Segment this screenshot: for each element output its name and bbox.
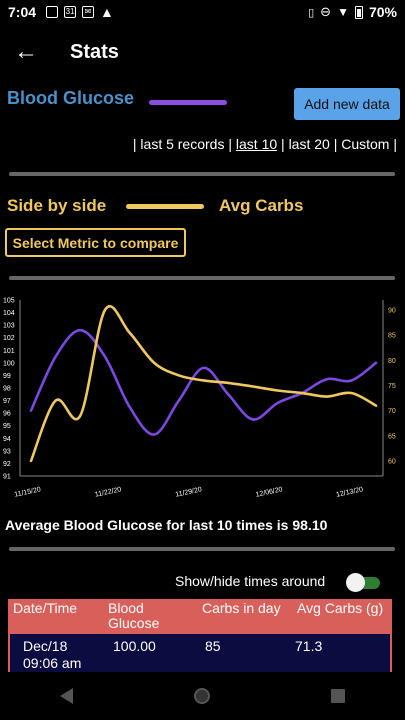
status-bar: 7:04 31 ✉ ▲ ▯ ⊖ ▼ 70%: [0, 0, 405, 24]
table-row[interactable]: Dec/18 09:06 am 100.00 85 71.3: [8, 634, 392, 675]
records-table: Date/Time Blood Glucose Carbs in day Avg…: [8, 599, 392, 675]
right-tick-label: 70: [388, 408, 396, 415]
left-tick-label: 101: [3, 348, 15, 355]
left-tick-label: 102: [3, 335, 15, 342]
header-blood-glucose: Blood Glucose: [108, 600, 160, 631]
header-date-time: Date/Time: [13, 600, 78, 616]
calendar-icon: 31: [64, 6, 77, 18]
divider: [9, 172, 395, 176]
system-nav-bar: [0, 672, 405, 720]
left-tick-label: 97: [3, 398, 11, 405]
right-tick-label: 80: [388, 358, 396, 365]
range-last-20[interactable]: last 20: [288, 136, 330, 152]
range-last-5[interactable]: last 5 records: [140, 136, 225, 152]
range-custom[interactable]: Custom: [341, 136, 390, 152]
cell-date-time: Dec/18 09:06 am: [23, 638, 82, 671]
table-header: Date/Time Blood Glucose Carbs in day Avg…: [8, 599, 392, 634]
battery-percent: 70%: [368, 4, 397, 20]
status-time: 7:04: [8, 4, 37, 20]
toggle-label: Show/hide times around: [175, 573, 326, 589]
x-tick-label: 12/13/20: [336, 486, 364, 499]
right-tick-label: 85: [388, 333, 396, 340]
x-tick-label: 11/22/20: [94, 486, 122, 498]
left-tick-label: 103: [3, 323, 15, 330]
arrow-left-icon[interactable]: ←: [14, 38, 38, 65]
right-tick-label: 65: [388, 433, 396, 440]
vibrate-icon: ▯: [308, 6, 315, 19]
left-tick-label: 92: [3, 461, 11, 468]
left-tick-label: 94: [3, 436, 11, 443]
app-bar: ← Stats: [0, 24, 405, 80]
compare-color-swatch: [126, 204, 204, 209]
x-tick-label: 11/15/20: [14, 486, 42, 498]
compare-row: Side by side Avg Carbs: [0, 196, 405, 220]
cell-blood-glucose: 100.00: [113, 638, 156, 654]
add-new-data-button[interactable]: Add new data: [294, 88, 400, 120]
toggle-row: Show/hide times around: [0, 570, 405, 594]
status-right: ▯ ⊖ ▼ 70%: [308, 4, 397, 20]
compare-label: Side by side: [7, 196, 107, 215]
right-tick-label: 75: [388, 383, 396, 390]
metric-color-swatch: [149, 100, 227, 105]
range-selector: | last 5 records | last 10 | last 20 | C…: [132, 136, 397, 152]
cell-carbs-in-day: 85: [205, 638, 221, 654]
left-tick-label: 96: [3, 411, 11, 418]
metric-name: Blood Glucose: [7, 88, 135, 108]
image-icon: [46, 6, 59, 18]
nav-back-icon[interactable]: [60, 688, 74, 704]
nav-home-icon[interactable]: [193, 688, 210, 704]
show-times-toggle[interactable]: [346, 572, 380, 592]
left-tick-label: 104: [3, 310, 15, 317]
nav-recents-icon[interactable]: [330, 689, 345, 703]
dnd-icon: ⊖: [320, 4, 332, 19]
x-tick-label: 12/06/20: [255, 486, 283, 499]
right-tick-label: 90: [388, 308, 396, 315]
divider: [9, 547, 395, 551]
metric-row: Blood Glucose Add new data: [0, 84, 405, 124]
left-tick-label: 91: [3, 474, 11, 481]
left-tick-label: 99: [3, 373, 11, 380]
wifi-icon: ▼: [337, 5, 349, 19]
select-metric-button[interactable]: Select Metric to compare: [5, 228, 186, 257]
right-tick-label: 60: [388, 458, 396, 465]
left-tick-label: 105: [3, 298, 15, 305]
warning-icon: ▲: [100, 4, 114, 20]
left-tick-label: 95: [3, 423, 11, 430]
cell-avg-carbs: 71.3: [295, 638, 323, 654]
range-last-10[interactable]: last 10: [235, 136, 278, 152]
compare-metric-name: Avg Carbs: [219, 196, 304, 215]
battery-icon: [354, 5, 363, 19]
page-title: Stats: [70, 40, 119, 63]
left-tick-label: 100: [3, 360, 15, 367]
series-line-left: [29, 328, 378, 436]
left-tick-label: 93: [3, 448, 11, 455]
average-summary: Average Blood Glucose for last 10 times …: [5, 517, 328, 533]
series-line-right: [29, 305, 378, 463]
mail-icon: ✉: [82, 6, 95, 18]
header-avg-carbs: Avg Carbs (g): [297, 600, 384, 616]
left-tick-label: 98: [3, 386, 11, 393]
header-carbs-in-day: Carbs in day: [202, 600, 281, 616]
comparison-line-chart: 105 104 103 102 101 100 99 98 97 96 95 94 93 92 91 90 85…: [3, 298, 396, 499]
x-tick-label: 11/29/20: [175, 486, 203, 498]
toggle-knob: [346, 573, 365, 592]
divider: [9, 276, 395, 280]
